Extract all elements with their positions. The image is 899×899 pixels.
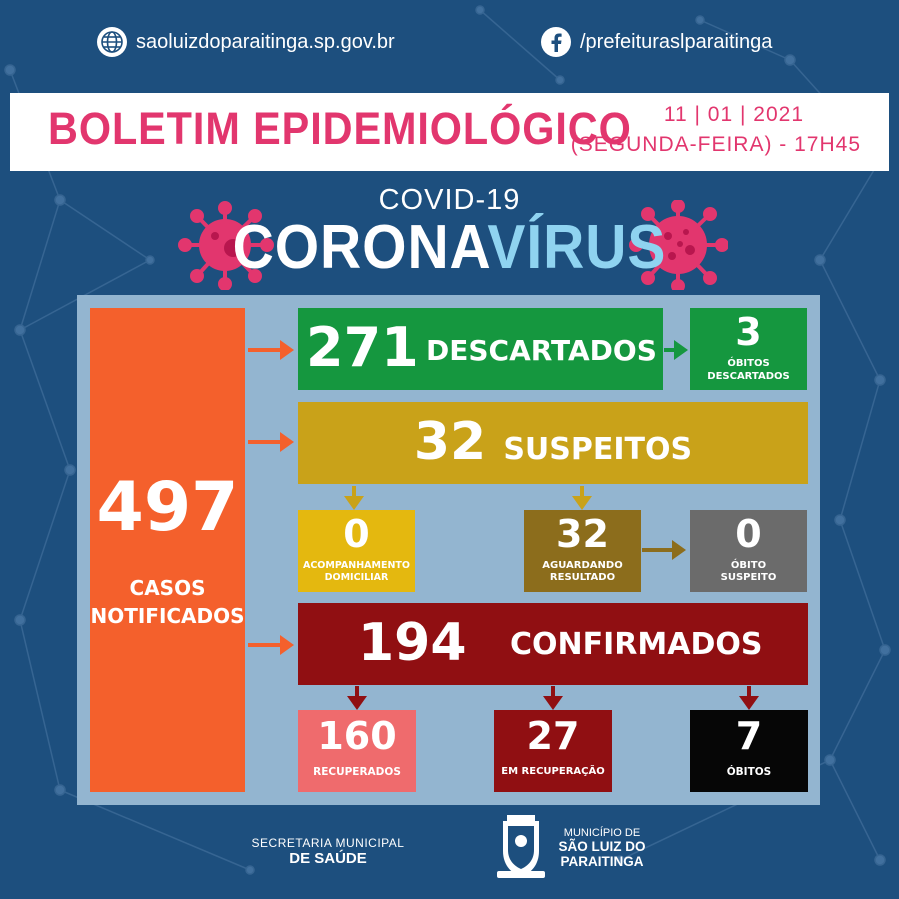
health-department: SECRETARIA MUNICIPAL DE SAÚDE [248, 836, 408, 867]
suspect-death-box: 0 ÓBITO SUSPEITO [690, 510, 807, 592]
arrow-to-suspects [248, 432, 294, 452]
deaths-label: ÓBITOS [726, 766, 772, 778]
arrow-to-deaths-discarded [664, 340, 688, 360]
report-weekday-time: (SEGUNDA-FEIRA) - 17H45 [570, 133, 861, 156]
page-title: BOLETIM EPIDEMIOLÓGICO [48, 103, 632, 154]
awaiting-box: 32 AGUARDANDO RESULTADO [524, 510, 641, 592]
health-department-line-1: SECRETARIA MUNICIPAL [251, 836, 405, 850]
recovered-value: 160 [317, 714, 397, 758]
corona-word: CORONA [232, 213, 488, 282]
recovered-box: 160 RECUPERADOS [298, 710, 416, 792]
home-monitoring-box: 0 ACOMPANHAMENTO DOMICILIAR [298, 510, 415, 592]
recovering-label: EM RECUPERAÇÃO [501, 766, 605, 777]
recovering-value: 27 [526, 714, 580, 758]
covid-19-label: COVID-19 [378, 184, 521, 216]
deaths-discarded-label-2: DESCARTADOS [707, 371, 790, 382]
virus-word: VÍRUS [487, 213, 667, 282]
arrow-to-discarded [248, 340, 294, 360]
facebook-handle: /prefeituraslparaitinga [580, 30, 773, 53]
municipality-line-1: MUNICÍPIO DE [563, 827, 641, 839]
home-monitoring-value: 0 [343, 512, 370, 556]
deaths-discarded-value: 3 [735, 310, 762, 354]
deaths-value: 7 [735, 714, 763, 758]
discarded-value: 271 [306, 316, 419, 379]
suspects-value: 32 [413, 412, 487, 472]
arrow-to-home-monitoring [344, 486, 364, 510]
globe-icon [97, 27, 127, 57]
virus-icon-right [629, 200, 728, 290]
recovered-label: RECUPERADOS [313, 766, 401, 778]
discarded-box: 271 DESCARTADOS [298, 308, 663, 390]
city-coat-of-arms-icon [497, 815, 545, 878]
arrow-to-awaiting [572, 486, 592, 510]
confirmed-box: 194 CONFIRMADOS [298, 603, 808, 685]
virus-icon-left [178, 201, 274, 290]
suspects-content: 32 SUSPEITOS [298, 412, 808, 472]
notified-cases-label-2: NOTIFICADOS [90, 604, 245, 628]
home-monitoring-label-2: DOMICILIAR [324, 572, 389, 583]
coronavirus-title: CORONAVÍRUS [36, 212, 863, 283]
facebook-link[interactable]: /prefeituraslparaitinga [540, 24, 772, 60]
website-link[interactable]: saoluizdoparaitinga.sp.gov.br [96, 24, 395, 60]
confirmed-value: 194 [358, 613, 467, 673]
suspect-death-label-1: ÓBITO [730, 560, 767, 571]
arrow-to-suspect-death [642, 540, 686, 560]
arrow-to-deaths [739, 686, 759, 710]
suspects-label: SUSPEITOS [503, 432, 693, 467]
suspect-death-value: 0 [735, 512, 762, 556]
suspect-death-label-2: SUSPEITO [720, 572, 777, 583]
awaiting-label-1: AGUARDANDO [542, 560, 623, 571]
discarded-label: DESCARTADOS [426, 334, 657, 367]
notified-cases-label-1: CASOS [129, 576, 206, 600]
arrow-to-confirmed [248, 635, 294, 655]
awaiting-label-2: RESULTADO [549, 572, 616, 583]
confirmed-label: CONFIRMADOS [510, 627, 763, 662]
recovering-box: 27 EM RECUPERAÇÃO [494, 710, 612, 792]
deaths-discarded-box: 3 ÓBITOS DESCARTADOS [690, 308, 807, 390]
health-department-line-2: DE SAÚDE [289, 850, 367, 867]
notified-cases-value: 497 [96, 468, 239, 547]
awaiting-value: 32 [556, 512, 609, 556]
deaths-box: 7 ÓBITOS [690, 710, 808, 792]
header-band: BOLETIM EPIDEMIOLÓGICO 11 | 01 | 2021 (S… [10, 93, 889, 171]
arrow-to-recovering [543, 686, 563, 710]
report-date: 11 | 01 | 2021 [663, 103, 804, 126]
municipality-line-2: SÃO LUIZ DO [558, 839, 646, 854]
deaths-discarded-label-1: ÓBITOS [727, 358, 770, 369]
website-url: saoluizdoparaitinga.sp.gov.br [136, 30, 395, 53]
municipality-line-3: PARAITINGA [560, 854, 644, 869]
arrow-to-recovered [347, 686, 367, 710]
notified-cases-box: 497 CASOS NOTIFICADOS [90, 308, 245, 792]
suspects-box: 32 SUSPEITOS [298, 402, 808, 484]
facebook-icon [541, 27, 571, 57]
home-monitoring-label-1: ACOMPANHAMENTO [302, 560, 410, 571]
municipality: MUNICÍPIO DE SÃO LUIZ DO PARAITINGA [552, 827, 652, 869]
